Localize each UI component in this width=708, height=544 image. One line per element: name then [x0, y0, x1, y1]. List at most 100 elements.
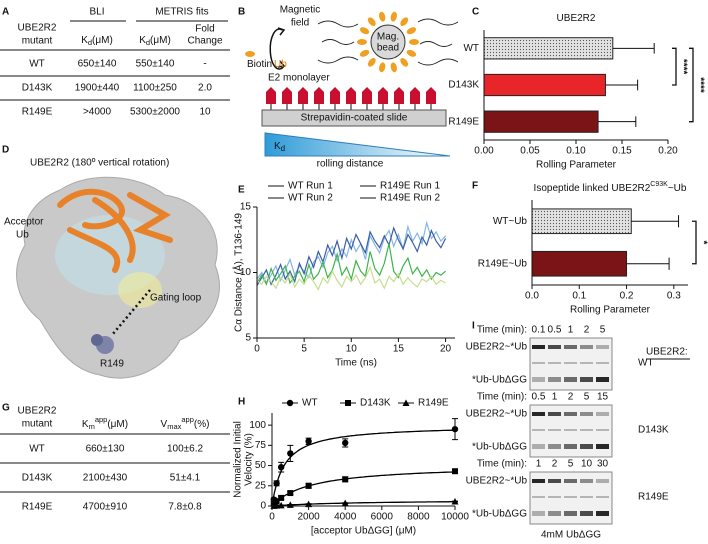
acceptor-label: Acceptor — [4, 217, 44, 228]
band — [548, 377, 561, 382]
x-tick-label: 0.3 — [667, 291, 681, 302]
band — [564, 362, 577, 364]
x-tick-label: 0 — [254, 344, 260, 355]
header: Fold — [195, 24, 214, 35]
column-header-part: K — [139, 35, 146, 46]
fit-curve — [271, 471, 456, 507]
x-tick-label: 6000 — [371, 512, 394, 523]
point — [273, 480, 280, 487]
fit-curve — [271, 501, 455, 507]
panel-letter: G — [2, 403, 10, 414]
e2 — [410, 87, 420, 104]
panel-d: UBE2R2 (180º vertical rotation) Acceptor… — [4, 158, 220, 379]
band — [548, 345, 561, 349]
band — [580, 444, 593, 449]
point — [342, 439, 349, 447]
fit-curve — [271, 429, 456, 507]
band — [564, 377, 577, 382]
point — [277, 463, 285, 471]
time: 5 — [584, 392, 590, 403]
bar — [531, 250, 628, 277]
y-tick-label: 50 — [255, 460, 267, 471]
header: UBE2R2 — [18, 406, 57, 417]
e2 — [266, 87, 276, 104]
legend-marker — [286, 399, 294, 407]
e2 — [330, 87, 340, 104]
band — [564, 511, 577, 516]
panel-letter: E — [238, 185, 245, 196]
ub: Ub — [274, 59, 287, 70]
cell: 100±6.2 — [167, 444, 204, 455]
legend-label: WT — [302, 398, 318, 409]
slide-label: Strepavidin-coated slide — [301, 113, 408, 124]
ub-petal — [409, 39, 419, 45]
column-header-part: d — [88, 38, 92, 47]
x-axis-label: Rolling Parameter — [536, 160, 617, 171]
significance-bracket — [672, 47, 677, 86]
band — [564, 345, 577, 349]
point — [287, 490, 294, 497]
header: mutant — [22, 419, 53, 430]
band — [596, 345, 609, 349]
x-tick-label: 0.15 — [612, 146, 632, 157]
band — [580, 511, 593, 516]
time: 5 — [568, 459, 574, 470]
series-line — [256, 220, 447, 285]
y-tick-label: 100 — [249, 420, 266, 431]
panel-letter: C — [472, 7, 479, 18]
series-line — [256, 265, 446, 291]
point — [287, 450, 294, 457]
x-tick-label: 0.0 — [525, 291, 539, 302]
band — [596, 479, 609, 483]
x-tick-label: 0.2 — [620, 291, 634, 302]
band — [596, 496, 609, 498]
ub-petal — [359, 27, 370, 35]
column-header-part: m — [89, 422, 95, 431]
title-part: UBE2R2 — [557, 13, 596, 24]
legend-marker — [402, 399, 410, 406]
category-label: WT~Ub — [493, 216, 528, 227]
point — [277, 501, 285, 509]
mutant-label: D143K — [638, 425, 669, 436]
panel-letter: F — [472, 181, 478, 192]
ub-petal — [390, 62, 397, 73]
panel-letter: H — [238, 397, 245, 408]
band — [532, 444, 545, 449]
time-label: Time (min): — [477, 392, 527, 403]
ub-petal — [400, 17, 409, 27]
time: 30 — [597, 459, 609, 470]
cell: 5300±2000 — [130, 107, 180, 118]
significance-bracket — [692, 220, 697, 265]
e2 — [362, 87, 372, 104]
gating-region — [118, 272, 162, 308]
y-tick-label: 10 — [240, 267, 252, 278]
category-label: R149E — [448, 116, 479, 127]
error-bar — [631, 215, 680, 228]
column-header-part: max — [167, 422, 181, 431]
arrowheads — [277, 27, 286, 68]
bar-pattern — [484, 37, 613, 59]
significance-label: * — [697, 241, 708, 245]
x-axis-label: Rolling Parameter — [570, 305, 651, 316]
significance-label: **** — [677, 59, 688, 75]
residue-label: R149 — [100, 359, 124, 370]
ub-petal — [406, 49, 417, 57]
band — [548, 479, 561, 483]
x-tick-label: 0 — [269, 512, 275, 523]
x-tick-label: 8000 — [407, 512, 430, 523]
e2 — [346, 87, 356, 104]
time: 2 — [552, 459, 558, 470]
cell: 10 — [199, 107, 211, 118]
column-header-part: (%) — [194, 419, 210, 430]
x-tick-label: 10 — [346, 344, 358, 355]
point — [452, 468, 458, 475]
cell: 4700±910 — [83, 502, 128, 513]
cell: 2100±430 — [83, 473, 128, 484]
column-header-part: V — [161, 419, 168, 430]
panel-letter: B — [238, 7, 245, 18]
cell: 1100±250 — [133, 83, 177, 94]
column-header-part: (μM) — [150, 35, 171, 46]
panel-letter: A — [2, 7, 9, 18]
legend-label: WT Run 2 — [288, 193, 333, 204]
